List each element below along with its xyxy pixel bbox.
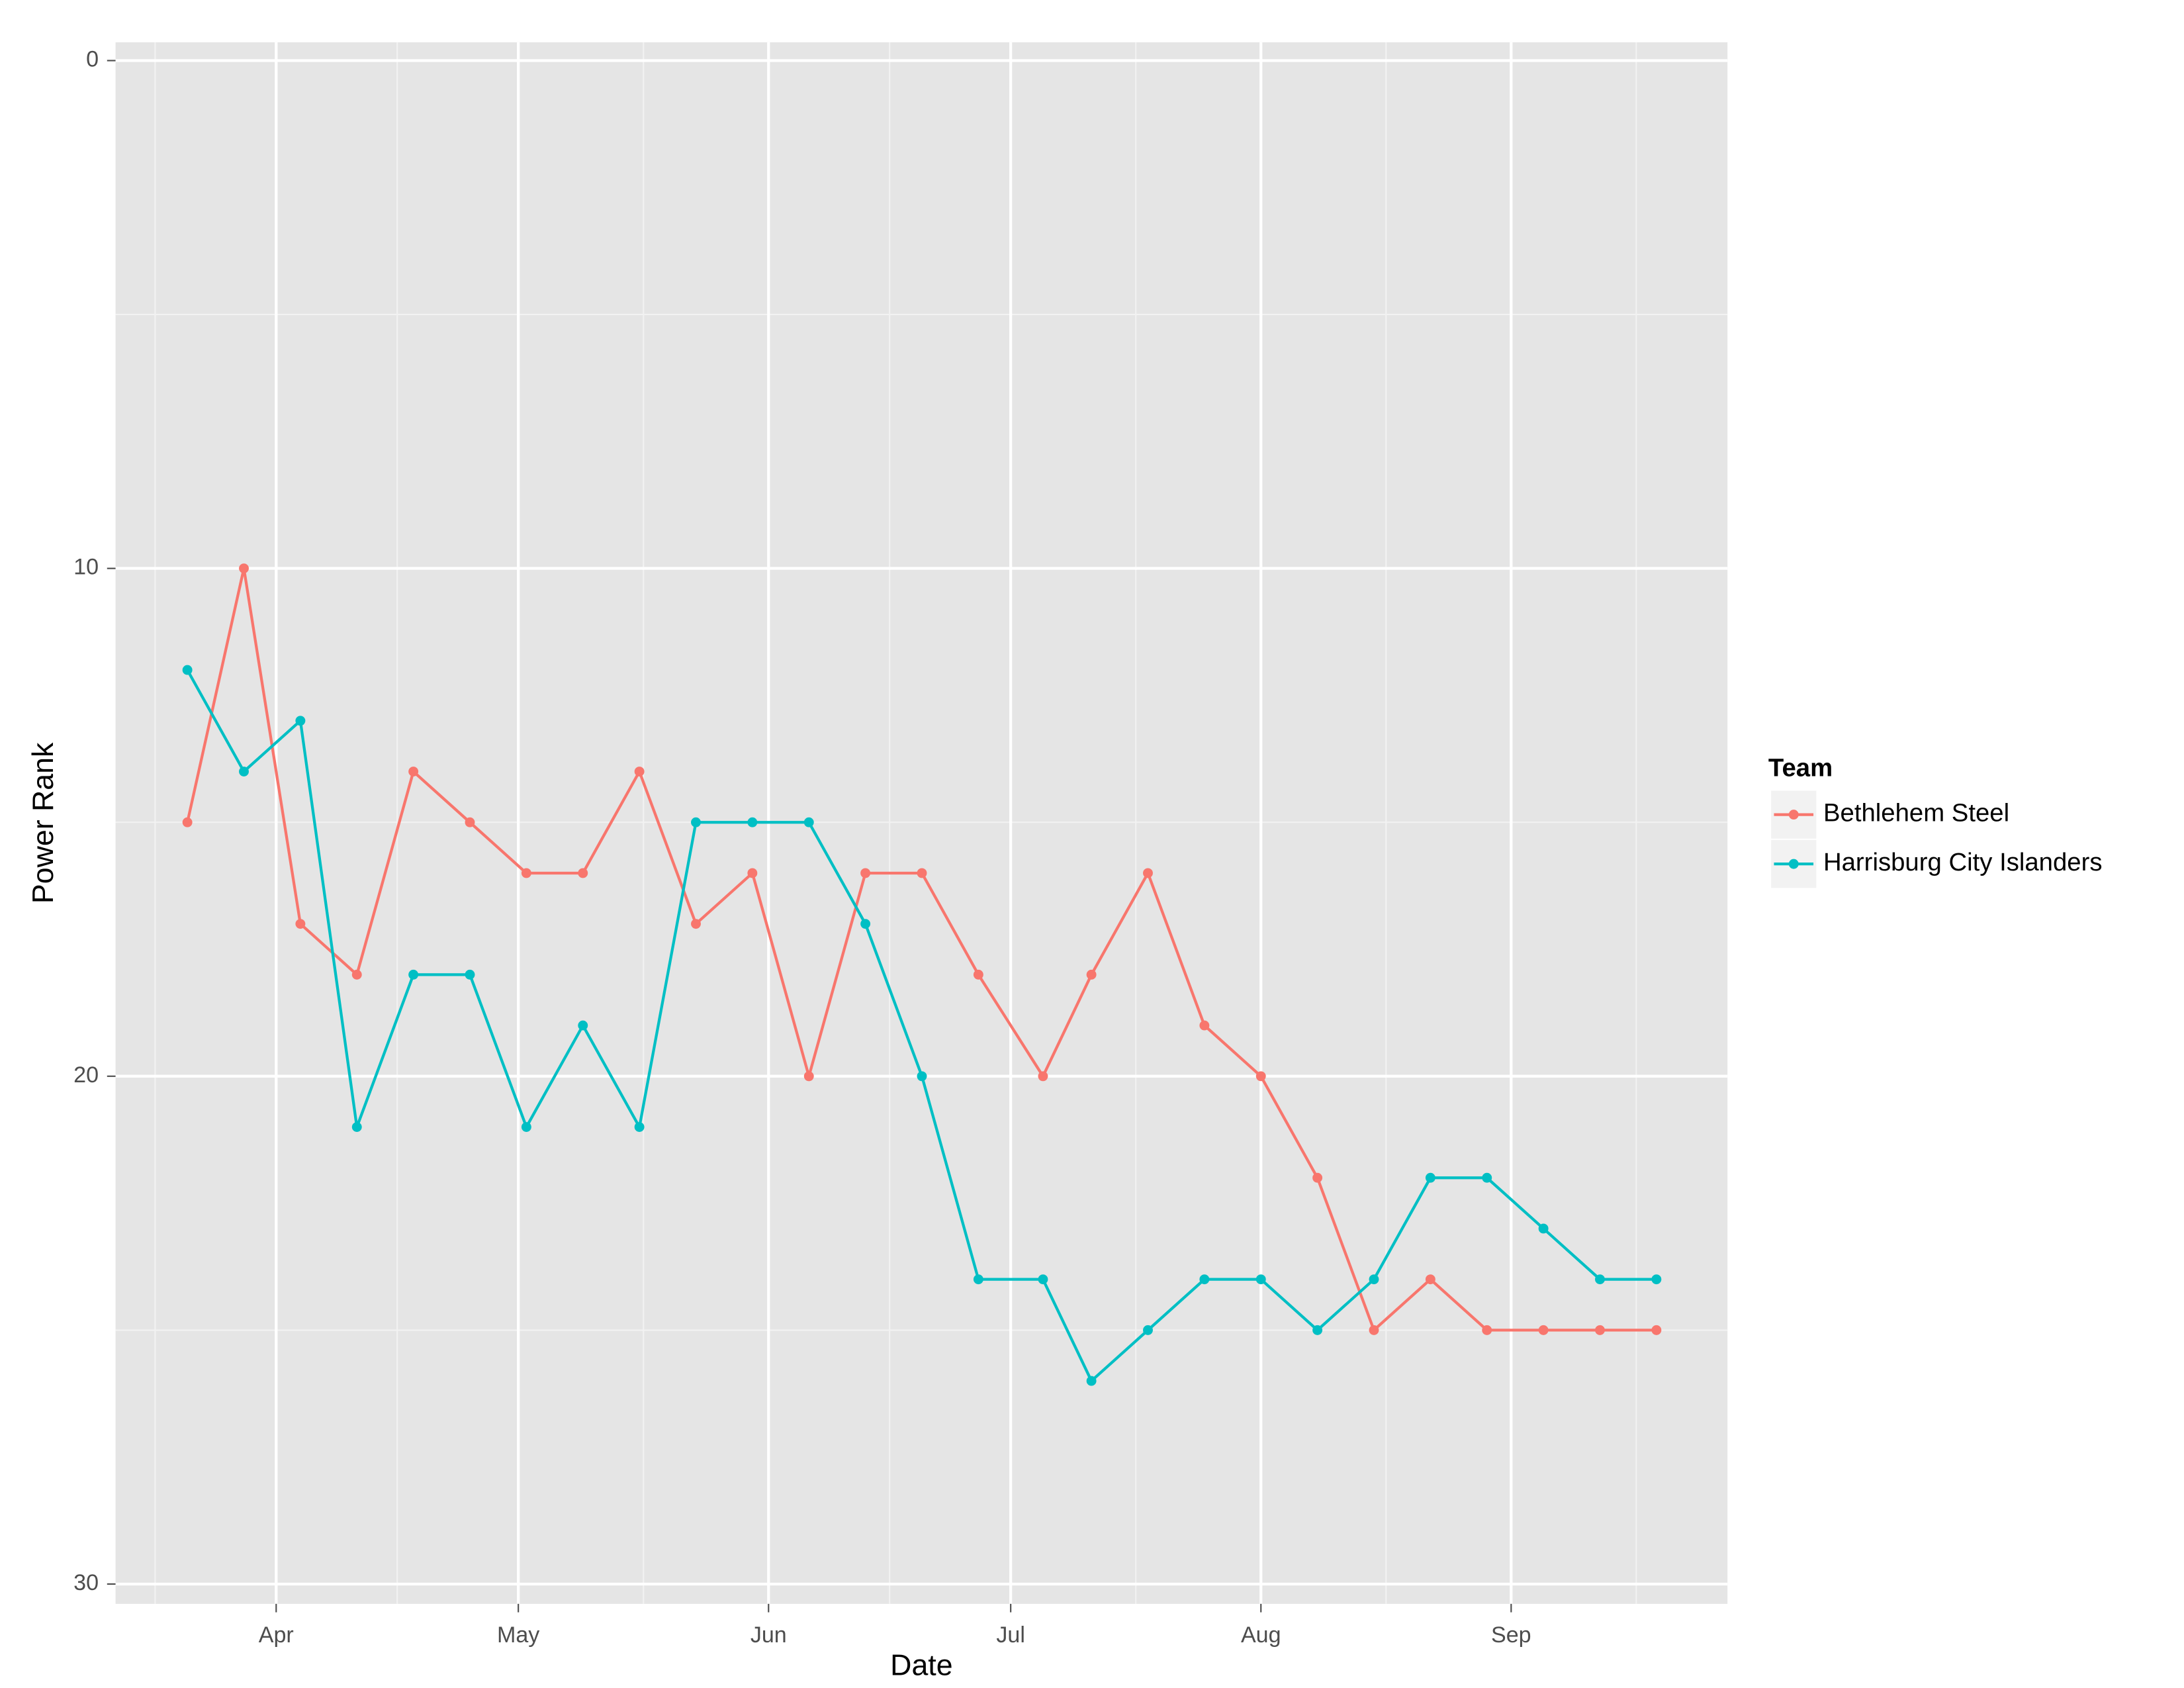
data-point [1369, 1274, 1379, 1285]
y-tick-label: 0 [86, 47, 99, 72]
data-point [521, 1122, 531, 1132]
data-point [803, 1071, 814, 1082]
data-point [295, 919, 306, 929]
data-point [860, 868, 871, 878]
legend: Bethlehem Steel Harrisburg City Islanders [1771, 790, 2103, 888]
legend-key-point [1788, 859, 1799, 869]
data-point [691, 919, 701, 929]
y-tick-label: 30 [73, 1570, 99, 1595]
data-point [917, 868, 927, 878]
data-point [1199, 1020, 1210, 1031]
data-point [182, 817, 193, 827]
data-point [634, 767, 645, 776]
data-point [521, 868, 531, 878]
data-point [691, 817, 701, 827]
data-point [1199, 1274, 1210, 1285]
data-point [917, 1071, 927, 1082]
data-point [408, 767, 419, 776]
data-point [1143, 868, 1153, 878]
data-point [1086, 969, 1097, 980]
x-tick-label: May [497, 1622, 539, 1648]
data-point [1595, 1274, 1605, 1285]
data-point [351, 969, 362, 980]
data-point [1482, 1325, 1492, 1335]
data-point [239, 767, 249, 776]
data-point [1255, 1274, 1266, 1285]
x-tick-label: Aug [1241, 1622, 1281, 1648]
legend-label: Bethlehem Steel [1823, 799, 2009, 827]
data-point [1369, 1325, 1379, 1335]
data-point [1538, 1325, 1549, 1335]
legend-key-point [1788, 810, 1799, 820]
data-point [747, 817, 758, 827]
data-point [1651, 1325, 1662, 1335]
data-point [1312, 1172, 1323, 1183]
x-tick-label: Apr [259, 1622, 294, 1648]
data-point [1595, 1325, 1605, 1335]
data-point [973, 969, 983, 980]
data-point [1312, 1325, 1323, 1335]
data-point [465, 817, 475, 827]
data-point [408, 969, 419, 980]
legend-title: Team [1768, 754, 1833, 782]
data-point [747, 868, 758, 878]
data-point [1038, 1274, 1048, 1285]
plot-panel [115, 42, 1728, 1604]
legend-label: Harrisburg City Islanders [1823, 848, 2103, 876]
y-tick-label: 10 [73, 555, 99, 580]
data-point [1425, 1172, 1435, 1183]
data-point [1038, 1071, 1048, 1082]
data-point [578, 868, 588, 878]
y-tick-label: 20 [73, 1062, 99, 1088]
x-tick-label: Jul [996, 1622, 1025, 1648]
x-tick-label: Sep [1491, 1622, 1531, 1648]
data-point [465, 969, 475, 980]
data-point [182, 665, 193, 675]
data-point [803, 817, 814, 827]
data-point [973, 1274, 983, 1285]
data-point [295, 716, 306, 726]
axes: Apr May Jun Jul Aug Sep 0 10 20 30 [73, 47, 1531, 1648]
data-point [1255, 1071, 1266, 1082]
data-point [1482, 1172, 1492, 1183]
data-point [860, 919, 871, 929]
data-point [1651, 1274, 1662, 1285]
x-tick-label: Jun [751, 1622, 787, 1648]
data-point [578, 1020, 588, 1031]
x-axis-title: Date [890, 1649, 952, 1681]
data-point [1425, 1274, 1435, 1285]
y-axis-title: Power Rank [27, 742, 60, 904]
data-point [1143, 1325, 1153, 1335]
data-point [1086, 1376, 1097, 1386]
marks [182, 563, 1662, 1386]
data-point [351, 1122, 362, 1132]
data-point [239, 563, 249, 574]
data-point [1538, 1223, 1549, 1234]
data-point [634, 1122, 645, 1132]
